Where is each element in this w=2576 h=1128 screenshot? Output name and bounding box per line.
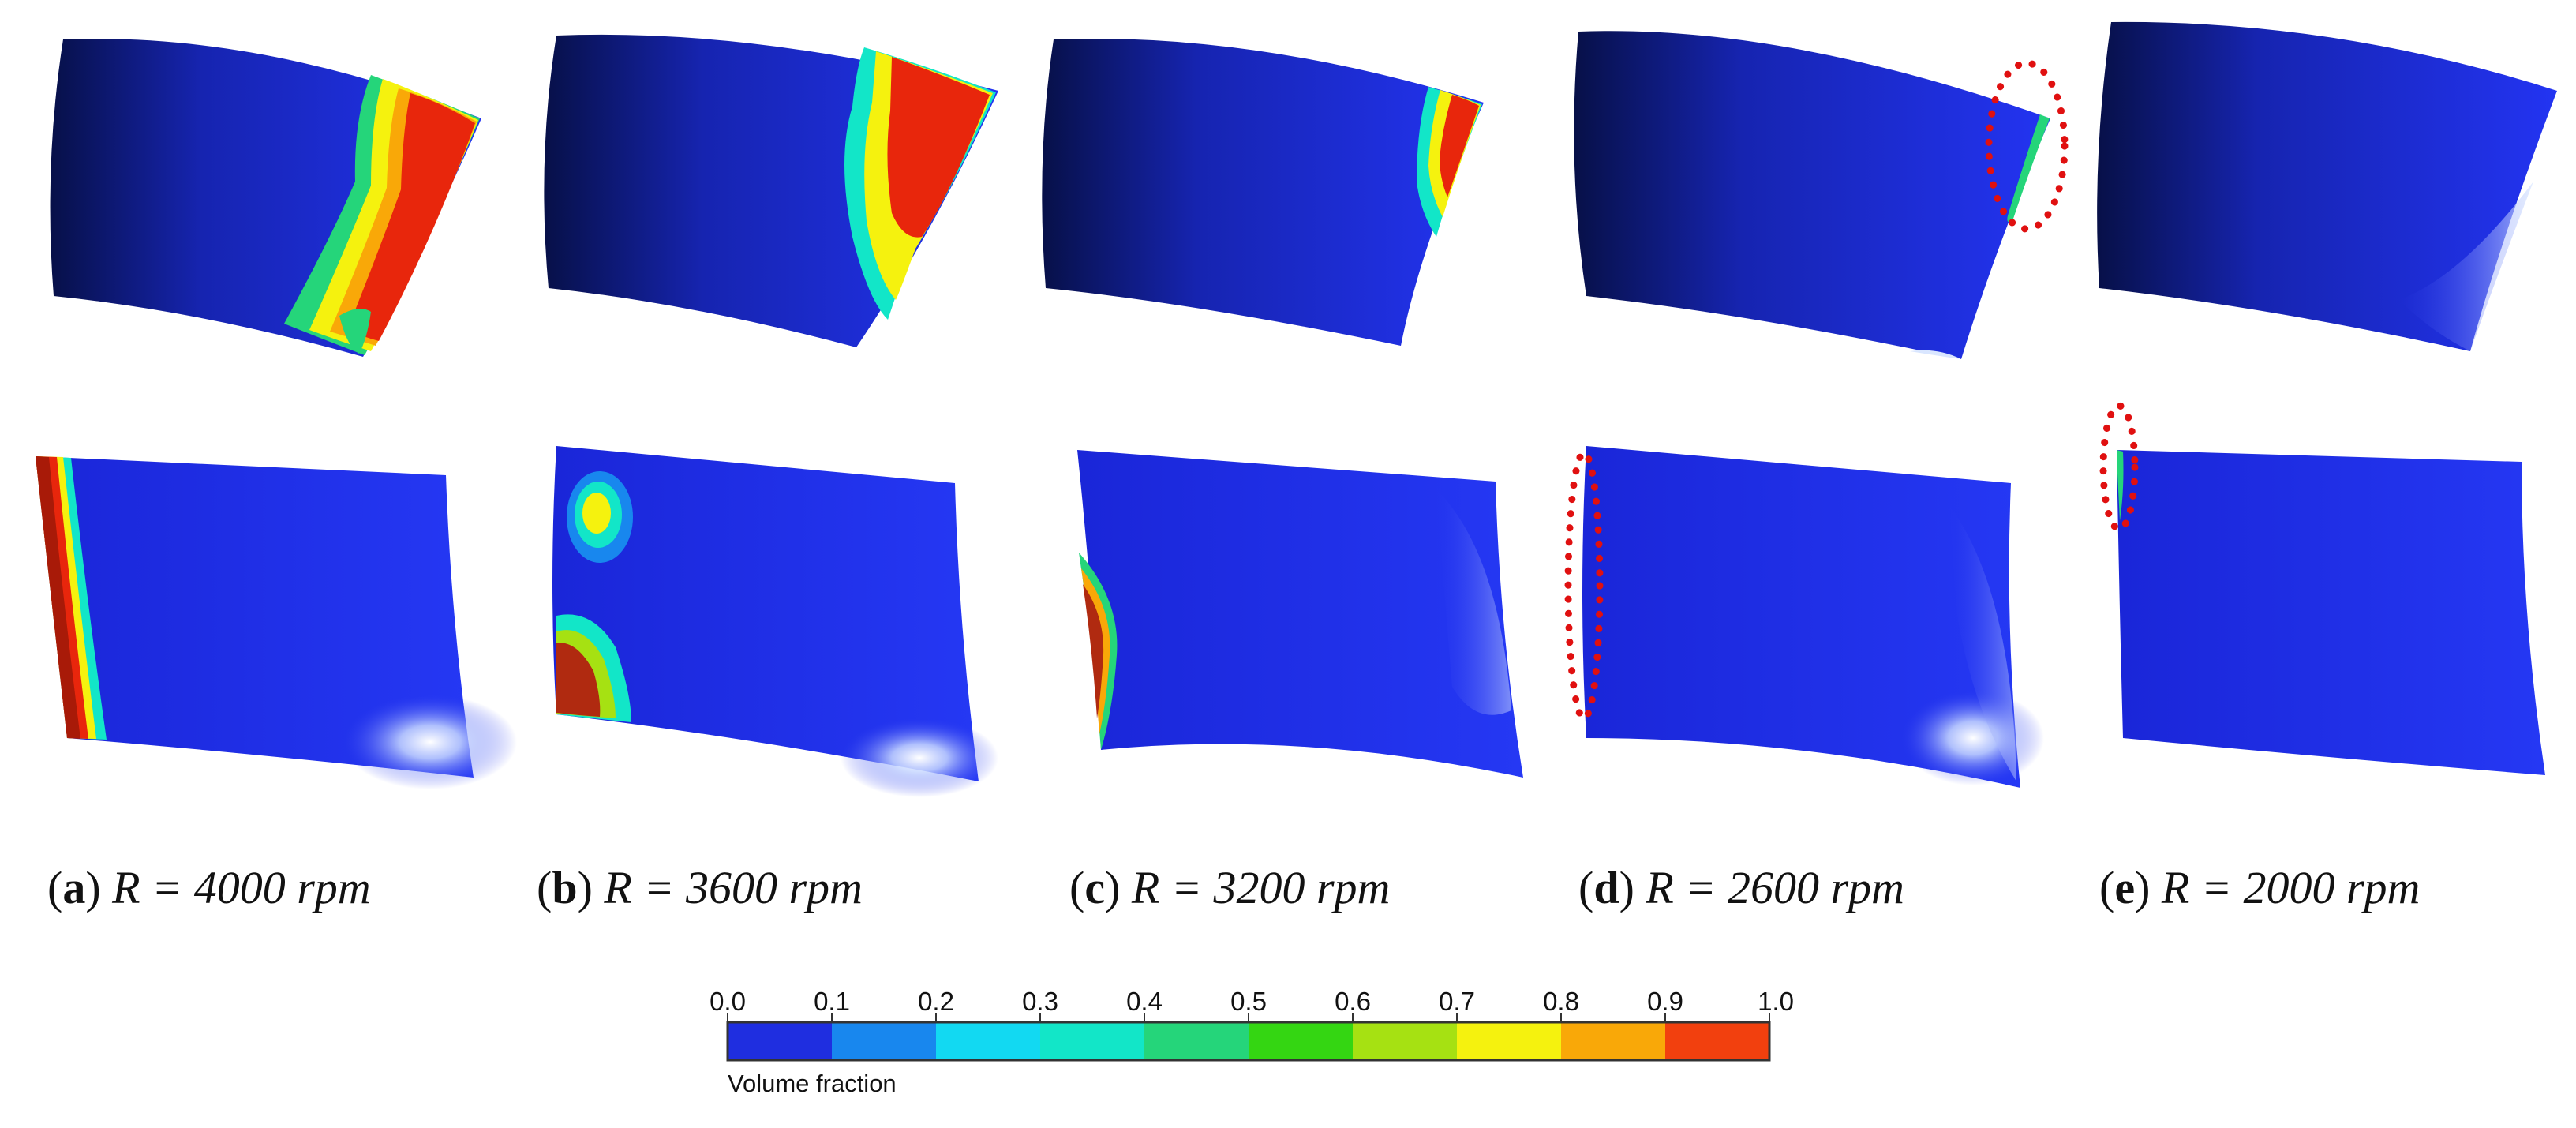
colorbar-swatch-9 [1665, 1022, 1769, 1060]
colorbar-title: Volume fraction [728, 1070, 897, 1097]
colorbar-tick-label: 0.9 [1647, 987, 1683, 1016]
blade-a-suction [50, 39, 482, 358]
colorbar-tick-label: 0.7 [1439, 987, 1475, 1016]
panel-caption-d: (d) R = 2600 rpm [1578, 862, 1904, 913]
colorbar-tick-label: 0.4 [1126, 987, 1163, 1016]
blade-e-suction [2097, 21, 2557, 351]
colorbar-tick-label: 0.6 [1335, 987, 1371, 1016]
colorbar-swatch-1 [832, 1022, 936, 1060]
blade-c-suction [1042, 39, 1484, 346]
blade-e-pressure [2117, 450, 2545, 775]
colorbar-swatch-3 [1040, 1022, 1144, 1060]
blade-b-pressure [552, 446, 998, 797]
highlight-marker-d-top [1985, 59, 2069, 233]
colorbar-swatch-6 [1353, 1022, 1457, 1060]
panel-caption-c: (c) R = 3200 rpm [1069, 862, 1391, 913]
colorbar-swatch-4 [1144, 1022, 1249, 1060]
colorbar-swatch-8 [1561, 1022, 1665, 1060]
colorbar-tick-label: 1.0 [1758, 987, 1794, 1016]
colorbar-swatch-5 [1249, 1022, 1353, 1060]
blade-d-suction [1574, 31, 2050, 359]
colorbar-swatch-0 [728, 1022, 832, 1060]
colorbar-swatch-7 [1457, 1022, 1561, 1060]
volume-fraction-colorbar [726, 1013, 1771, 1062]
panel-caption-e: (e) R = 2000 rpm [2099, 862, 2421, 913]
colorbar-swatch-2 [936, 1022, 1040, 1060]
highlight-marker-e-bottom [2099, 402, 2139, 533]
blade-d-pressure [1582, 446, 2044, 788]
colorbar-tick-label: 0.1 [814, 987, 850, 1016]
colorbar-tick-label: 0.8 [1543, 987, 1579, 1016]
blade-c-pressure [1077, 450, 1523, 778]
colorbar-tick-label: 0.0 [710, 987, 746, 1016]
panel-caption-b: (b) R = 3600 rpm [537, 862, 863, 913]
colorbar-tick-label: 0.2 [918, 987, 954, 1016]
highlight-marker-d-bottom [1564, 449, 1604, 722]
colorbar-tick-label: 0.3 [1022, 987, 1058, 1016]
blade-a-pressure [36, 456, 517, 789]
panel-caption-a: (a) R = 4000 rpm [47, 862, 371, 913]
blade-b-suction [544, 34, 998, 348]
colorbar-tick-label: 0.5 [1230, 987, 1267, 1016]
